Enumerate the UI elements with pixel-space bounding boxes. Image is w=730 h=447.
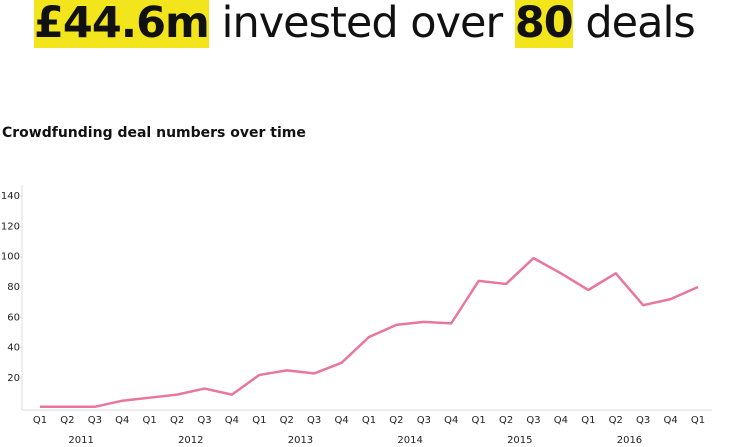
x-tick-label: Q4 [334, 415, 348, 426]
x-tick-label: Q1 [472, 415, 486, 426]
x-tick-label: Q2 [60, 415, 74, 426]
x-group-label: 2016 [617, 435, 642, 446]
headline-text: invested over [208, 0, 515, 48]
headline-highlight: £44.6m [34, 0, 210, 48]
x-tick-label: Q1 [143, 415, 157, 426]
x-tick-label: Q3 [417, 415, 431, 426]
x-tick-label: Q4 [663, 415, 677, 426]
x-tick-label: Q2 [389, 415, 403, 426]
x-group-label: 2014 [397, 435, 422, 446]
x-group-label: 2012 [178, 435, 203, 446]
x-tick-label: Q1 [691, 415, 705, 426]
x-group-label: 2011 [68, 435, 93, 446]
y-tick-label: 60 [7, 312, 20, 323]
x-tick-label: Q3 [88, 415, 102, 426]
x-tick-label: Q3 [526, 415, 540, 426]
x-tick-label: Q1 [581, 415, 595, 426]
x-group-label: 2013 [288, 435, 313, 446]
y-tick-label: 100 [1, 252, 20, 263]
x-tick-label: Q3 [307, 415, 321, 426]
data-line [40, 256, 699, 409]
y-tick-label: 120 [1, 221, 20, 232]
x-group-label: 2015 [507, 435, 532, 446]
chart-title: Crowdfunding deal numbers over time [2, 125, 306, 141]
headline-highlight: 80 [514, 0, 574, 48]
y-tick-label: 40 [7, 343, 20, 354]
x-tick-label: Q1 [252, 415, 266, 426]
y-tick-label: 20 [7, 373, 20, 384]
x-tick-label: Q1 [362, 415, 376, 426]
x-tick-label: Q4 [444, 415, 458, 426]
x-tick-label: Q4 [225, 415, 239, 426]
x-tick-label: Q3 [636, 415, 650, 426]
x-tick-label: Q4 [115, 415, 129, 426]
y-tick-label: 140 [1, 191, 20, 202]
x-tick-label: Q4 [554, 415, 568, 426]
x-tick-label: Q1 [33, 415, 47, 426]
headline: £44.6m invested over 80 deals [34, 0, 696, 48]
x-tick-label: Q3 [197, 415, 211, 426]
x-tick-label: Q2 [609, 415, 623, 426]
x-tick-label: Q2 [170, 415, 184, 426]
y-tick-label: 80 [7, 282, 20, 293]
x-tick-label: Q2 [280, 415, 294, 426]
headline-text: deals [572, 0, 695, 48]
x-tick-label: Q2 [499, 415, 513, 426]
